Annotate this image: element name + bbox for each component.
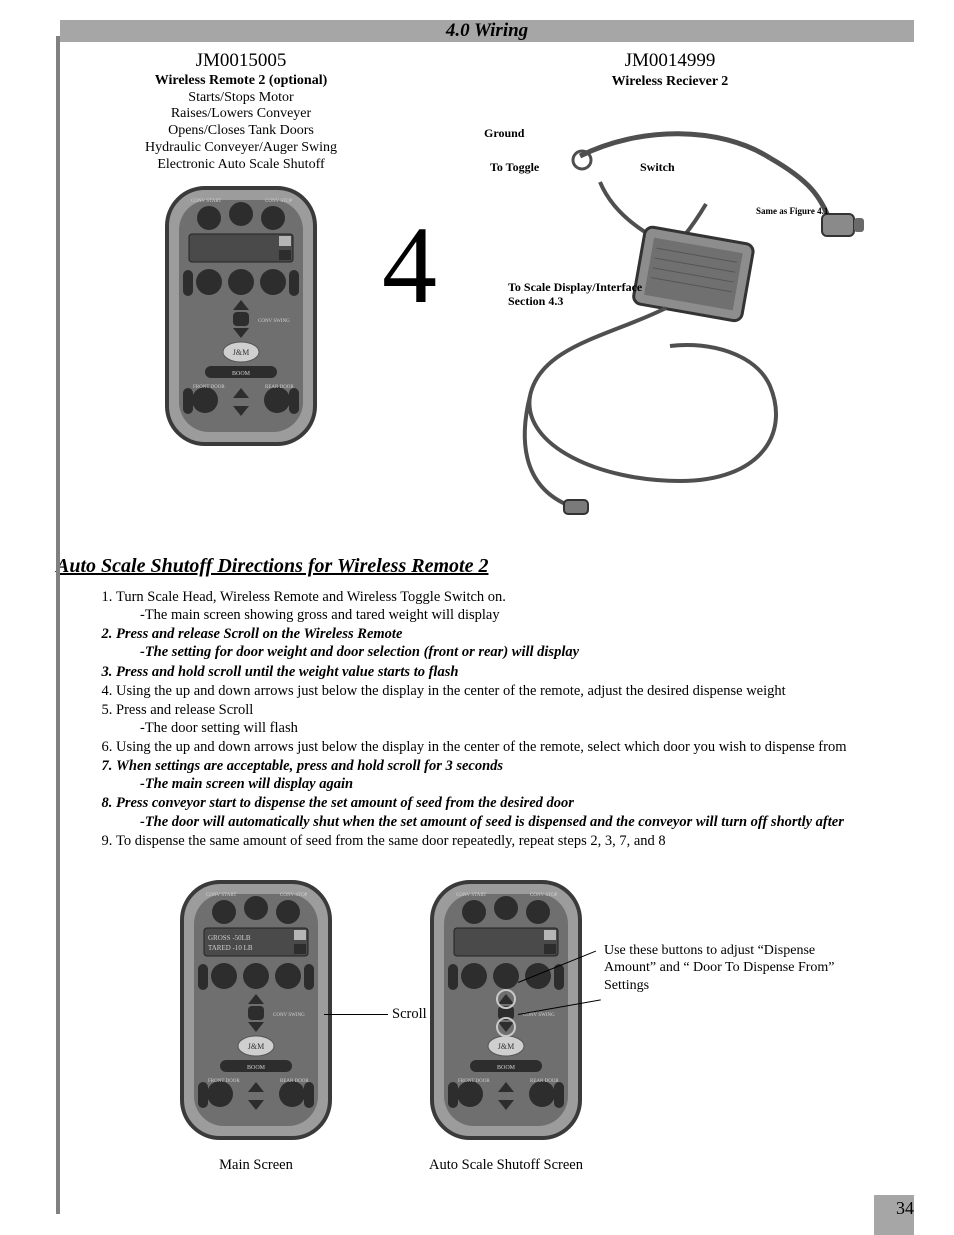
receiver-column: JM0014999 Wireless Reciever 2 Ground To …	[426, 48, 914, 531]
scroll-callout: Scroll	[392, 1006, 427, 1023]
page-number: 34	[896, 1198, 914, 1219]
remote-desc-3: Hydraulic Conveyer/Auger Swing	[56, 140, 426, 157]
svg-text:GROSS -50LB: GROSS -50LB	[208, 934, 251, 942]
main-screen-caption: Main Screen	[176, 1157, 336, 1174]
label-switch: Switch	[640, 160, 675, 175]
step: Press and release Scroll-The door settin…	[116, 701, 914, 737]
left-margin-bar	[56, 36, 60, 1214]
remote-desc-1: Raises/Lowers Conveyer	[56, 106, 426, 123]
remote-part-no: JM0015005	[56, 50, 426, 73]
step: Press and release Scroll on the Wireless…	[116, 625, 914, 661]
section-header: 4.0 Wiring	[60, 20, 914, 42]
label-same-as: Same as Figure 4.1	[756, 206, 828, 216]
step-sub: -The setting for door weight and door se…	[140, 643, 914, 661]
directions-list: Turn Scale Head, Wireless Remote and Wir…	[116, 588, 914, 850]
auto-scale-figure: Use these buttons to adjust “Dispense Am…	[426, 876, 586, 1174]
receiver-part-no: JM0014999	[426, 50, 914, 72]
label-to-scale2: Section 4.3	[508, 294, 563, 309]
step: Press and hold scroll until the weight v…	[116, 663, 914, 681]
step-sub: -The door setting will flash	[140, 719, 914, 737]
main-screen-figure: GROSS -50LB TARED -10 LB Scroll Main Scr…	[176, 876, 336, 1174]
remote-column: JM0015005 Wireless Remote 2 (optional) S…	[56, 48, 426, 531]
remote-desc-4: Electronic Auto Scale Shutoff	[56, 157, 426, 174]
remote-desc-2: Opens/Closes Tank Doors	[56, 123, 426, 140]
step: Turn Scale Head, Wireless Remote and Wir…	[116, 588, 914, 624]
step: To dispense the same amount of seed from…	[116, 832, 914, 850]
label-to-toggle: To Toggle	[490, 160, 539, 175]
remote-name: Wireless Remote 2 (optional)	[56, 73, 426, 90]
step: Press conveyor start to dispense the set…	[116, 794, 914, 830]
auto-scale-caption: Auto Scale Shutoff Screen	[426, 1157, 586, 1174]
step-sub: -The door will automatically shut when t…	[140, 813, 914, 831]
dispense-callout: Use these buttons to adjust “Dispense Am…	[604, 942, 864, 995]
step-sub: -The main screen will display again	[140, 775, 914, 793]
remote-figure: CONV START CONV STOP	[161, 182, 321, 450]
label-to-scale1: To Scale Display/Interface	[508, 280, 642, 295]
remote-desc-0: Starts/Stops Motor	[56, 90, 426, 107]
directions-heading: Auto Scale Shutoff Directions for Wirele…	[56, 555, 914, 578]
label-ground: Ground	[484, 126, 524, 141]
step-sub: -The main screen showing gross and tared…	[140, 606, 914, 624]
step: Using the up and down arrows just below …	[116, 682, 914, 700]
step: Using the up and down arrows just below …	[116, 738, 914, 756]
step: When settings are acceptable, press and …	[116, 757, 914, 793]
svg-text:TARED -10 LB: TARED -10 LB	[208, 944, 253, 952]
